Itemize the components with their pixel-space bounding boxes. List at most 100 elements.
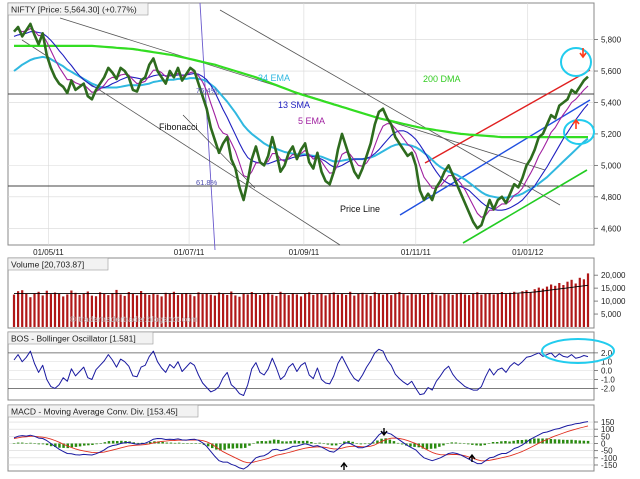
y-tick-label: 5,800: [601, 36, 622, 45]
volume-bar: [427, 293, 430, 327]
macd-histogram-bar: [173, 442, 177, 444]
volume-bar: [365, 294, 368, 327]
macd-histogram-bar: [62, 443, 65, 448]
macd-histogram-bar: [235, 443, 239, 449]
volume-bar: [550, 284, 553, 327]
y-tick-label: 5,000: [601, 161, 622, 170]
macd-histogram-bar: [343, 441, 346, 444]
fibonacci-vertical-line: [199, 2, 216, 251]
y-tick-label: 10,000: [601, 297, 626, 306]
macd-histogram-bar: [574, 440, 577, 444]
macd-histogram-bar: [219, 443, 222, 451]
volume-bar: [49, 294, 52, 327]
macd-histogram-bar: [169, 442, 173, 444]
volume-bar: [443, 293, 446, 327]
volume-bar: [90, 295, 93, 327]
macd-histogram-bar: [392, 441, 396, 444]
volume-bar: [431, 292, 434, 327]
volume-bar: [500, 292, 503, 327]
volume-bar: [545, 286, 549, 327]
macd-histogram-bar: [260, 441, 263, 444]
macd-histogram-bar: [21, 442, 24, 444]
y-tick-label: -2.0: [601, 384, 615, 393]
y-tick-label: 0.0: [601, 367, 613, 376]
series-200-dma: [14, 44, 588, 139]
volume-bar: [41, 295, 44, 327]
volume-bar: [381, 294, 385, 327]
macd-histogram-bar: [462, 443, 466, 444]
volume-bar: [504, 294, 508, 327]
volume-bar: [123, 295, 126, 327]
volume-bar: [541, 288, 544, 327]
volume-bar: [295, 294, 298, 327]
macd-histogram-bar: [479, 443, 482, 446]
label-price-line: Price Line: [340, 204, 380, 214]
volume-bar: [324, 295, 327, 327]
macd-histogram-bar: [553, 439, 557, 444]
label-5-ema: 5 EMA: [298, 116, 325, 126]
macd-histogram-bar: [268, 440, 272, 444]
macd-histogram-bar: [12, 443, 16, 444]
volume-bar: [488, 293, 491, 327]
macd-histogram-bar: [252, 443, 255, 444]
macd-histogram-bar: [318, 442, 321, 444]
volume-bar: [152, 293, 155, 327]
volume-bar: [164, 292, 167, 327]
macd-histogram-bar: [161, 441, 164, 444]
macd-histogram-bar: [103, 442, 107, 444]
macd-histogram-bar: [215, 443, 218, 450]
volume-bar: [119, 294, 122, 327]
volume-bar: [185, 293, 188, 327]
macd-histogram-bar: [190, 443, 193, 444]
macd-histogram-bar: [211, 443, 214, 449]
macd-histogram-bar: [182, 443, 185, 444]
bos-title-box: [7, 331, 154, 345]
volume-bar: [267, 292, 270, 327]
macd-histogram-bar: [434, 443, 437, 449]
volume-bar: [135, 295, 139, 327]
volume-panel-title: Volume [20,703.87]: [11, 260, 84, 270]
volume-bar: [566, 281, 569, 327]
volume-bar: [451, 294, 454, 327]
volume-bar: [193, 296, 196, 327]
arrow-up-icon: [340, 461, 348, 470]
y-tick-label: 150: [601, 418, 615, 427]
macd-histogram-bar: [289, 441, 292, 444]
volume-bar: [472, 293, 475, 327]
macd-histogram-bar: [272, 439, 276, 444]
macd-line: [13, 421, 589, 470]
y-tick-label: 100: [601, 425, 615, 434]
volume-bar: [435, 294, 438, 327]
volume-bar: [189, 294, 192, 327]
y-tick-label: 2.0: [601, 349, 613, 358]
price-y-axis: 4,600 4,800 5,000 5,200 5,400 5,600 5,800: [594, 36, 622, 233]
volume-bar: [94, 296, 98, 327]
macd-histogram-bar: [400, 443, 404, 445]
volume-bars: [12, 273, 590, 327]
macd-histogram-bar: [301, 440, 305, 444]
y-tick-label: -150: [601, 461, 618, 470]
volume-bar: [308, 292, 311, 327]
macd-histogram-bar: [285, 441, 288, 444]
volume-bar: [197, 292, 200, 327]
volume-bar: [238, 296, 241, 327]
bos-highlight-circle: [541, 338, 615, 364]
macd-histogram-bar: [367, 443, 371, 444]
macd-histogram-bar: [421, 443, 425, 449]
macd-panel-title: MACD - Moving Average Conv. Div. [153.45…: [11, 407, 178, 417]
volume-bar: [521, 291, 524, 327]
macd-histogram-bar: [177, 442, 181, 444]
macd-histogram-bar: [413, 443, 416, 447]
macd-histogram-bar: [223, 443, 226, 450]
macd-histogram-bar: [74, 443, 78, 447]
volume-bar: [250, 292, 253, 327]
y-tick-label: 50: [601, 432, 610, 441]
macd-histogram-bar: [467, 443, 470, 445]
macd-histogram-bar: [25, 443, 28, 444]
macd-histogram-bar: [524, 439, 528, 444]
macd-histogram-bar: [95, 443, 98, 445]
highlight-circle-bottom: [563, 119, 595, 145]
volume-bar: [17, 291, 20, 327]
volume-bar: [21, 290, 24, 327]
volume-bar: [320, 293, 323, 327]
